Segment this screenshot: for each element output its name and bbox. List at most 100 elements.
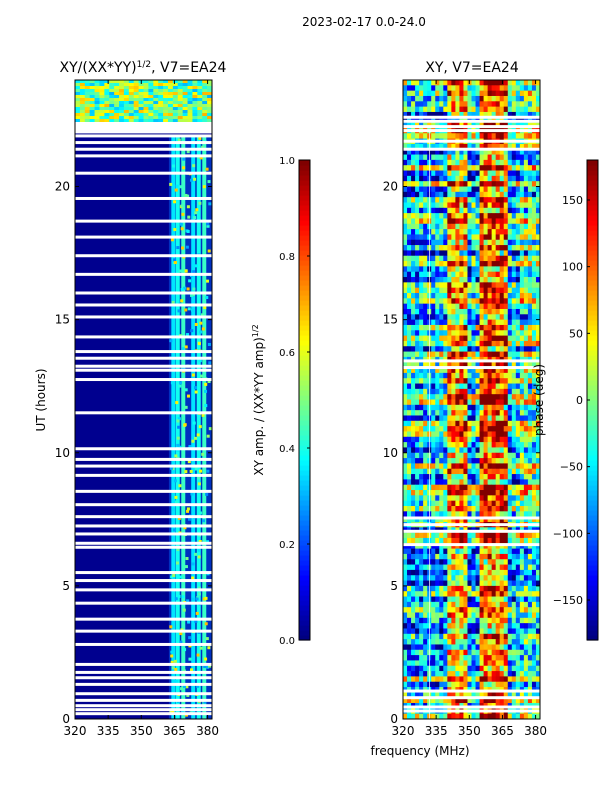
phase-cell [535,324,541,331]
phase-cell [479,324,484,331]
phase-cell [415,266,420,273]
phase-cell [447,639,452,645]
phase-cell [519,713,525,720]
phase-cell [443,101,448,108]
phase-cell [407,202,412,209]
phase-cell [411,452,416,459]
phase-cell [467,165,472,171]
phase-cell [515,266,521,273]
phase-cell [467,628,472,635]
phase-cell [435,319,440,326]
phase-cell [403,372,408,379]
phase-cell [439,287,444,294]
phase-cell [511,660,517,667]
amplitude-top-cell [163,119,169,123]
phase-cell [463,474,468,480]
amplitude-speckle [184,470,188,474]
phase-cell [491,681,497,688]
phase-cell [415,516,420,523]
phase-cell [527,149,533,155]
phase-cell [451,442,456,448]
phase-cell [423,649,428,656]
phase-cell [531,293,537,299]
phase-cell [507,207,513,214]
phase-cell [515,234,521,241]
phase-cell [507,681,513,688]
phase-cell [523,596,529,603]
phase-cell [491,660,497,667]
phase-cell [407,671,412,677]
phase-cell [463,330,468,336]
amplitude-blank-row-0 [75,712,212,716]
phase-cell [475,271,480,278]
amplitude-speckle [184,388,188,392]
phase-cell [423,644,428,651]
phase-cell [439,623,444,629]
phase-cell [487,617,493,624]
phase-cell [503,362,509,368]
phase-cell [455,298,460,305]
phase-cell [475,159,480,166]
phase-cell [527,649,533,656]
phase-cell [459,447,464,454]
phase-cell [411,490,416,496]
phase-cell [415,559,420,565]
phase-cell [495,90,501,97]
phase-cell [487,458,493,464]
phase-cell [451,213,456,219]
phase-cell [507,106,513,113]
phase-cell [531,564,537,571]
amplitude-top-cell [138,116,144,120]
phase-cell [431,234,436,241]
amplitude-top-cell [109,92,115,96]
phase-cell [471,282,476,289]
phase-cell [535,101,541,108]
phase-cell [423,143,428,150]
phase-cell [435,399,440,406]
phase-cell [487,506,493,512]
phase-cell [423,431,428,438]
phase-cell [415,713,420,720]
phase-cell [463,442,468,448]
amplitude-speckle [185,557,189,561]
amplitude-top-cell [79,86,86,90]
phase-cell [403,250,408,257]
phase-cell [403,101,408,108]
phase-cell [507,266,513,273]
amplitude-top-cell [207,86,213,90]
amplitude-top-cell [143,101,149,105]
phase-cell [447,111,452,118]
phase-cell [435,308,440,315]
phase-cell [511,495,517,502]
phase-cell [471,500,476,507]
phase-cell [527,101,533,108]
phase-cell [463,591,468,597]
phase-cell [443,458,448,464]
phase-cell [431,340,436,347]
phase-cell [471,431,476,438]
phase-cell [459,665,464,672]
amplitude-speckle [201,145,205,149]
phase-cell [503,106,509,113]
phase-cell [499,431,505,438]
phase-cell [471,293,476,299]
amplitude-top-cell [202,113,208,117]
phase-cell [459,245,464,251]
phase-cell [531,154,537,161]
amplitude-top-cell [114,107,120,111]
phase-cell [479,506,484,512]
phase-cell [423,607,428,613]
phase-cell [431,543,436,549]
phase-cell [495,372,501,379]
phase-cell [535,346,541,352]
phase-cell [435,154,440,161]
phase-cell [407,580,412,587]
phase-cell [403,346,408,352]
phase-cell [515,697,521,704]
phase-cell [531,548,537,555]
amplitude-speckle [194,322,198,326]
phase-cell [459,159,464,166]
phase-cell [511,223,517,230]
amplitude-top-cell [202,101,208,105]
phase-cell [523,207,529,214]
